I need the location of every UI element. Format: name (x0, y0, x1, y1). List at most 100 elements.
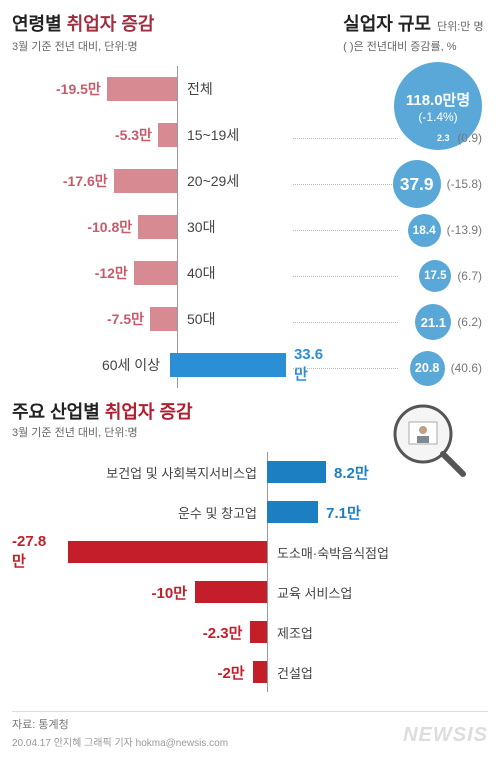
ind-bar-neg (253, 661, 267, 683)
bar-value: -12만 (95, 263, 128, 283)
age-row: -19.5만 전체 (12, 66, 335, 112)
age-row: -10.8만 30대 (12, 204, 335, 250)
bar-neg (138, 215, 177, 239)
sec2-title-accent: 취업자 증감 (105, 402, 193, 422)
industry-category: 제조업 (267, 623, 313, 642)
bubble-row: 20.8 (40.6) (410, 351, 482, 386)
bar-value: 33.6만 (294, 346, 335, 384)
ind-bar-pos (267, 501, 318, 523)
industry-row: -10만 교육 서비스업 (12, 572, 488, 612)
ind-value: -2만 (217, 662, 244, 683)
dotted-line (293, 322, 398, 323)
age-category: 40대 (187, 263, 215, 283)
bubble-row: 21.1 (6.2) (415, 304, 482, 340)
bubble-value: 17.5 (424, 270, 446, 282)
bar-value: -17.6만 (63, 171, 108, 191)
dotted-line (293, 184, 398, 185)
bar-neg (134, 261, 177, 285)
industry-row: 보건업 및 사회복지서비스업 8.2만 (12, 452, 488, 492)
unemployment-panel: 실업자 규모 단위:만 명 ( )은 전년대비 증감률, % 118.0만명(-… (343, 10, 488, 388)
industry-row: -27.8만도소매·숙박음식점업 (12, 532, 488, 572)
age-chart: 연령별 취업자 증감 3월 기준 전년 대비, 단위:명 -19.5만 전체 -5.… (12, 10, 335, 388)
age-row: -5.3만 15~19세 (12, 112, 335, 158)
age-category: 30대 (187, 217, 215, 237)
ind-bar-neg (250, 621, 267, 643)
ind-value: -2.3만 (203, 622, 243, 643)
watermark: NEWSIS (403, 724, 488, 747)
bubble-row: 17.5 (6.7) (419, 260, 482, 292)
bubble-row: 37.9 (-15.8) (393, 160, 482, 208)
age-category: 15~19세 (187, 125, 239, 145)
dotted-line (293, 230, 398, 231)
age-category: 60세 이상 (102, 355, 160, 375)
bubble-pct: (-13.9) (447, 223, 482, 237)
bar-value: -19.5만 (56, 79, 101, 99)
industry-category: 운수 및 창고업 (178, 503, 267, 522)
industry-category: 도소매·숙박음식점업 (267, 543, 389, 562)
bubble: 18.4 (408, 214, 441, 247)
bar-value: -7.5만 (107, 309, 144, 329)
bar-neg (150, 307, 177, 331)
section1-subtitle: 3월 기준 전년 대비, 단위:명 (12, 38, 335, 54)
bar-neg (114, 169, 177, 193)
industry-row: 운수 및 창고업 7.1만 (12, 492, 488, 532)
bubble-row: 18.4 (-13.9) (408, 214, 482, 247)
bubble-pct: (0.9) (457, 131, 482, 145)
age-category: 전체 (187, 79, 213, 99)
bar-pos (170, 353, 286, 377)
bubble-value: 37.9 (400, 174, 434, 195)
age-category: 50대 (187, 309, 215, 329)
bubble-pct: (40.6) (451, 361, 482, 375)
industry-bars-area: 보건업 및 사회복지서비스업 8.2만운수 및 창고업 7.1만 -27.8만도소매·… (12, 452, 488, 692)
right-title: 실업자 규모 단위:만 명 (343, 10, 488, 36)
bubble-pct: (6.7) (457, 269, 482, 283)
bubble-value: 18.4 (413, 223, 436, 237)
section1-title: 연령별 취업자 증감 (12, 10, 335, 36)
dotted-line (293, 368, 398, 369)
bubble-value: 21.1 (421, 315, 446, 330)
bar-value: -5.3만 (115, 125, 152, 145)
industry-row: -2.3만 제조업 (12, 612, 488, 652)
bubble-value: 118.0만명 (406, 89, 470, 110)
bar-neg (158, 123, 177, 147)
age-row: -12만 40대 (12, 250, 335, 296)
industry-row: -2만 건설업 (12, 652, 488, 692)
sec2-title-prefix: 주요 산업별 (12, 402, 105, 422)
ind-value: 8.2만 (334, 462, 369, 483)
title-accent: 취업자 증감 (67, 14, 155, 34)
ind-value: -10만 (152, 582, 187, 603)
bubbles-area: 118.0만명(-1.4%) 2.3 (0.9) 37.9 (-15.8) 18.4 (-1… (343, 54, 488, 384)
dotted-line (293, 276, 398, 277)
industry-category: 보건업 및 사회복지서비스업 (106, 463, 267, 482)
bubble-pct: (6.2) (457, 315, 482, 329)
industry-category: 건설업 (267, 663, 313, 682)
bubble-pct: (-1.4%) (418, 110, 457, 124)
ind-bar-pos (267, 461, 326, 483)
ind-value: 7.1만 (326, 502, 361, 523)
bar-neg (107, 77, 177, 101)
age-row: -7.5만 50대 (12, 296, 335, 342)
industry-chart: 주요 산업별 취업자 증감 3월 기준 전년 대비, 단위:명 보건업 및 사회… (12, 398, 488, 692)
bubble-value: 20.8 (415, 361, 440, 375)
age-row: 60세 이상 33.6만 (12, 342, 335, 388)
bubble: 17.5 (419, 260, 451, 292)
industry-category: 교육 서비스업 (267, 583, 352, 602)
right-note: ( )은 전년대비 증감률, % (343, 38, 488, 54)
dotted-line (293, 138, 398, 139)
age-row: -17.6만 20~29세 (12, 158, 335, 204)
bubble-pct: (-15.8) (447, 177, 482, 191)
bubble: 2.3 (435, 130, 451, 146)
age-bars-area: -19.5만 전체 -5.3만 15~19세 -17.6만 20~29세 -10.8만 30대… (12, 66, 335, 388)
age-category: 20~29세 (187, 171, 239, 191)
ind-bar-neg (195, 581, 267, 603)
bubble-row: 2.3 (0.9) (435, 130, 482, 146)
bubble-value: 2.3 (437, 133, 450, 143)
bar-value: -10.8만 (87, 217, 132, 237)
bubble: 37.9 (393, 160, 441, 208)
right-unit: 단위:만 명 (437, 18, 484, 34)
ind-bar-neg (68, 541, 267, 563)
bubble: 21.1 (415, 304, 451, 340)
right-title-text: 실업자 규모 (343, 10, 431, 36)
bubble: 20.8 (410, 351, 445, 386)
title-prefix: 연령별 (12, 14, 67, 34)
